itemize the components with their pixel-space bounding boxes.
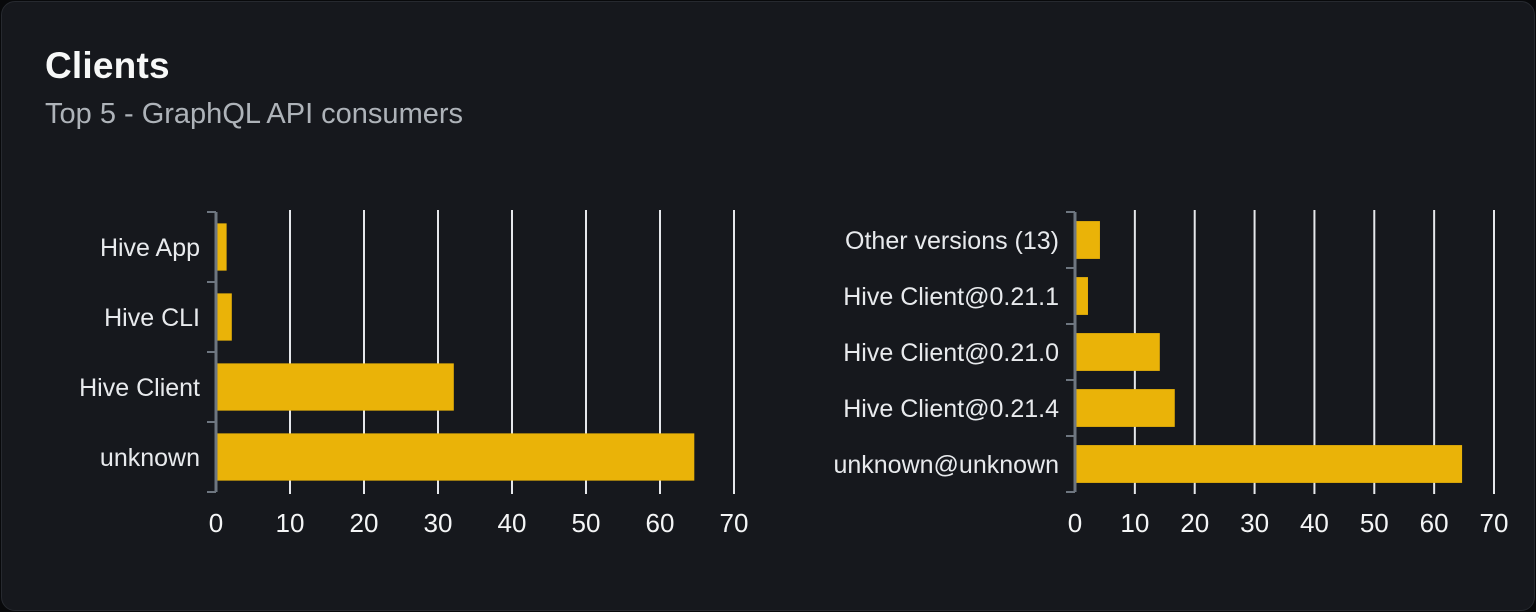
- category-label: Hive Client@0.21.4: [843, 395, 1059, 423]
- card-title: Clients: [45, 45, 170, 86]
- x-tick-label: 40: [498, 508, 527, 538]
- x-tick-label: 60: [1420, 508, 1449, 538]
- bar: [217, 223, 227, 271]
- category-label: Hive Client@0.21.0: [843, 339, 1059, 367]
- x-tick-label: 10: [276, 508, 305, 538]
- x-tick-label: 10: [1120, 508, 1149, 538]
- x-tick-label: 0: [1068, 508, 1082, 538]
- x-tick-label: 30: [424, 508, 453, 538]
- x-tick-label: 70: [720, 508, 749, 538]
- x-tick-label: 50: [572, 508, 601, 538]
- x-tick-label: 40: [1300, 508, 1329, 538]
- x-tick-label: 70: [1480, 508, 1509, 538]
- bar: [1076, 277, 1088, 315]
- bar: [1076, 389, 1175, 427]
- card-header: Clients Top 5 - GraphQL API consumers: [45, 45, 464, 131]
- bar: [217, 433, 695, 481]
- x-tick-label: 50: [1360, 508, 1389, 538]
- bar: [1076, 221, 1100, 259]
- x-tick-label: 20: [1180, 508, 1209, 538]
- bar: [1076, 445, 1463, 483]
- bar: [217, 363, 454, 411]
- charts-row: Hive App Hive CLI Hive Client unknown 0 10 20 3…: [2, 197, 1536, 577]
- category-label: Hive App: [100, 234, 200, 262]
- category-label: Hive Client@0.21.1: [843, 283, 1059, 311]
- clients-by-version-chart: Other versions (13) Hive Client@0.21.1 Hiv…: [833, 210, 1509, 538]
- category-label: Hive CLI: [104, 304, 200, 332]
- category-label: unknown@unknown: [833, 451, 1059, 479]
- category-label: Hive Client: [79, 374, 200, 402]
- card-subtitle: Top 5 - GraphQL API consumers: [45, 97, 464, 130]
- x-tick-label: 30: [1240, 508, 1269, 538]
- category-label: Other versions (13): [845, 227, 1059, 255]
- x-tick-label: 60: [646, 508, 675, 538]
- x-tick-label: 0: [209, 508, 223, 538]
- bar: [217, 293, 232, 341]
- bar: [1076, 333, 1160, 371]
- category-label: unknown: [100, 444, 200, 472]
- x-tick-label: 20: [350, 508, 379, 538]
- clients-by-name-chart: Hive App Hive CLI Hive Client unknown 0 10 20 3…: [79, 210, 749, 538]
